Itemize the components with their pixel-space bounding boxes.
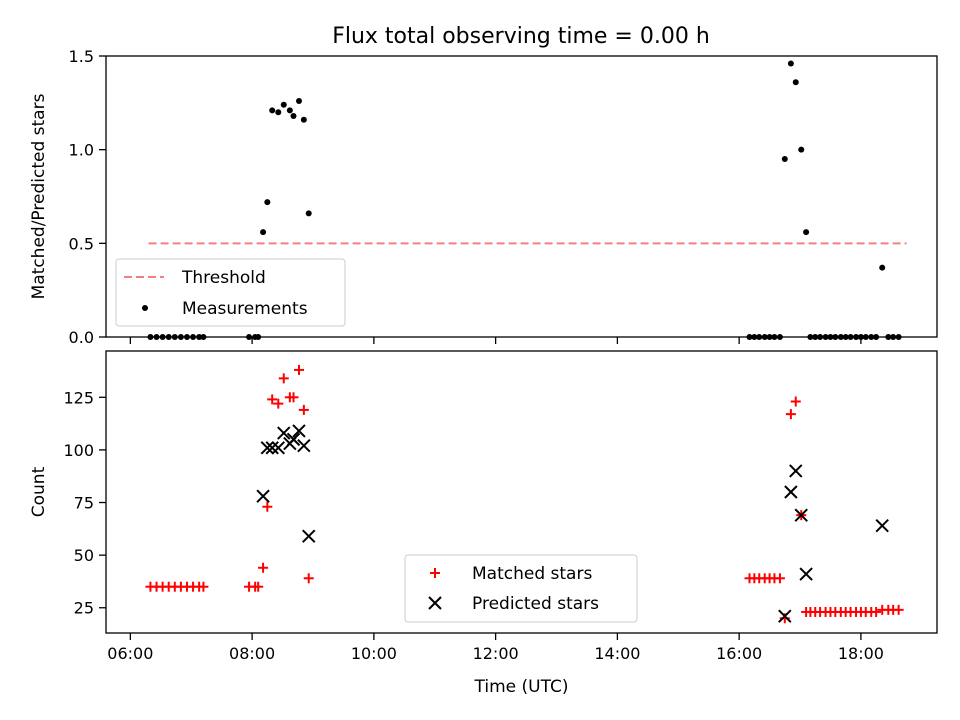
x-tick-label: 16:00 <box>716 644 762 663</box>
bottom-axes-frame <box>105 350 938 634</box>
cross-b <box>277 426 291 440</box>
y-tick-label: 100 <box>63 441 94 460</box>
matched-point <box>258 562 269 573</box>
top-axes-frame <box>105 55 938 338</box>
matched-point <box>293 364 304 375</box>
cross-b <box>302 529 316 543</box>
bottom-legend: Matched stars Predicted stars <box>404 554 638 623</box>
cross-b <box>789 464 803 478</box>
matched-point <box>298 404 309 415</box>
predicted-point <box>277 426 291 440</box>
cross-b <box>292 424 306 438</box>
matched-point <box>278 373 289 384</box>
y-tick-label: 125 <box>63 388 94 407</box>
predicted-point <box>302 529 316 543</box>
cross-b <box>271 441 285 455</box>
y-tick-label: 75 <box>74 494 94 513</box>
legend-measurement-label: Measurements <box>182 299 308 319</box>
chart-title: Flux total observing time = 0.00 h <box>332 24 710 49</box>
measurement-point <box>286 107 293 114</box>
top-legend: Threshold Measurements <box>115 258 346 327</box>
y-tick-label: 1.0 <box>69 141 94 160</box>
cross-b <box>875 518 889 533</box>
cross-b <box>297 438 311 453</box>
x-tick-label: 18:00 <box>838 644 884 663</box>
matched-point <box>262 501 273 512</box>
cross-b <box>265 441 279 455</box>
matched-point <box>893 604 904 615</box>
predicted-point <box>778 609 792 623</box>
x-tick-label: 10:00 <box>351 644 397 663</box>
legend-predicted-swatch <box>428 596 442 610</box>
bottom-panel: 25 50 75 100 125 06:00 08:00 10:00 12:00 14:00 16:… <box>29 350 938 697</box>
legend-threshold-label: Threshold <box>181 268 266 288</box>
y-tick-label: 1.5 <box>69 47 94 66</box>
predicted-point <box>297 438 311 453</box>
y-tick-label: 25 <box>74 599 94 618</box>
measurement-point <box>792 79 799 86</box>
measurement-point <box>781 156 788 163</box>
legend-predicted-label: Predicted stars <box>472 594 599 614</box>
cross-b <box>260 441 275 455</box>
predicted-point <box>789 464 803 478</box>
matched-point <box>303 573 314 584</box>
measurement-point <box>798 146 805 153</box>
predicted-point <box>799 567 813 581</box>
y-axis-label: Matched/Predicted stars <box>29 93 49 299</box>
top-panel: 0.0 0.5 1.0 1.5 Matched/Predicted stars Thres… <box>29 47 938 347</box>
predicted-point <box>256 489 270 503</box>
predicted-point <box>265 441 279 455</box>
legend-box <box>115 258 346 327</box>
matched-point <box>871 606 882 617</box>
matched-point <box>267 394 278 405</box>
x-tick-label: 14:00 <box>594 644 640 663</box>
measurement-point <box>295 97 302 104</box>
matched-point <box>198 581 209 592</box>
cross-b <box>778 609 792 623</box>
x-tick-label: 08:00 <box>229 644 275 663</box>
cross-b <box>794 508 808 522</box>
predicted-point <box>784 485 798 499</box>
measurement-point <box>787 60 794 67</box>
legend-box <box>404 554 638 623</box>
predicted-point <box>794 508 808 522</box>
predicted-point <box>875 518 889 533</box>
measurement-point <box>305 210 312 217</box>
measurement-point <box>275 109 282 116</box>
predicted-point <box>260 441 275 455</box>
measurement-point <box>260 229 267 236</box>
measurement-point <box>264 199 271 206</box>
x-tick-label: 12:00 <box>473 644 519 663</box>
predicted-point <box>292 424 306 438</box>
measurement-point <box>300 116 307 123</box>
y-tick-label: 0.0 <box>69 328 94 347</box>
measurement-point <box>280 101 287 108</box>
measurement-point <box>290 112 297 119</box>
measurement-point <box>803 229 810 236</box>
predicted-point <box>286 432 301 447</box>
cross-b <box>256 489 270 503</box>
y-axis-label: Count <box>29 466 49 517</box>
predicted-point <box>271 441 285 455</box>
cross-b <box>799 567 813 581</box>
x-tick-label: 06:00 <box>107 644 153 663</box>
matched-point <box>785 409 796 420</box>
cross-b <box>286 432 301 447</box>
y-tick-label: 0.5 <box>69 234 94 253</box>
matched-point <box>253 581 264 592</box>
x-axis-label: Time (UTC) <box>474 677 569 697</box>
legend-matched-swatch <box>430 568 440 578</box>
legend-matched-label: Matched stars <box>472 564 592 584</box>
cross-b <box>784 485 798 499</box>
matched-point <box>273 398 284 409</box>
measurement-point <box>269 107 276 114</box>
cross-b <box>428 596 442 610</box>
legend-measurement-swatch <box>142 305 148 311</box>
matched-point <box>288 392 299 403</box>
measurement-point <box>879 264 886 271</box>
y-tick-label: 50 <box>74 546 94 565</box>
matched-point <box>790 396 801 407</box>
matched-point <box>774 573 785 584</box>
